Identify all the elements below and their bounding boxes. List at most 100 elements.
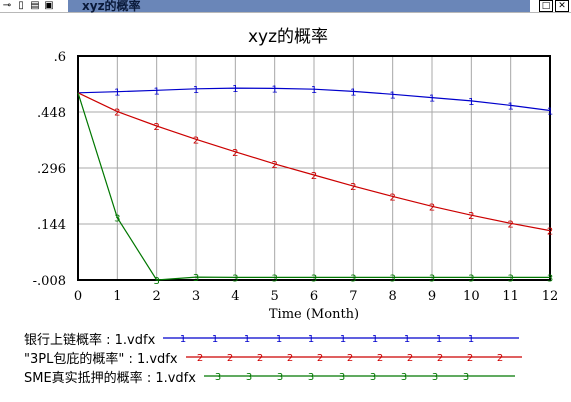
series-point-marker: 2	[232, 148, 238, 159]
close-button[interactable]: ✕	[555, 0, 569, 12]
series-point-marker: 3	[507, 273, 513, 284]
title-band: xyz的概率	[68, 0, 530, 13]
legend-marker: 1	[340, 334, 346, 345]
y-tick-label: .448	[37, 106, 66, 121]
legend-marker: 2	[256, 353, 262, 364]
series-point-marker: 3	[350, 273, 356, 284]
restore-button[interactable]: □	[539, 0, 553, 12]
x-axis-ticks: 0 1 2 3 4 5 6 7 8 9 10 11 12	[74, 289, 558, 304]
legend-marker: 3	[277, 372, 283, 383]
legend-marker: 2	[196, 353, 202, 364]
series-point-marker: 3	[271, 273, 277, 284]
legend-marker: 3	[432, 372, 438, 383]
chart-title: xyz的概率	[248, 27, 328, 47]
legend-marker: 1	[212, 334, 218, 345]
series-point-marker: 3	[429, 273, 435, 284]
lock-icon[interactable]: ▯	[18, 0, 24, 11]
legend-marker: 2	[226, 353, 232, 364]
pin-icon[interactable]: ⊸	[2, 0, 12, 11]
series-point-marker: 1	[271, 84, 277, 95]
legend-swatch: 1 1 1 1 1 1 1 1 1 1	[163, 334, 520, 345]
legend-marker: 3	[308, 372, 314, 383]
legend-item-sme: SME真实抵押的概率 : 1.vdfx 3 3 3 3 3 3 3 3 3	[24, 367, 524, 386]
legend-marker: 2	[496, 353, 502, 364]
series-point-marker: 3	[193, 273, 199, 284]
window-titlebar: ⊸ ▯ ▤ ▣ xyz的概率 □ ✕	[0, 0, 571, 13]
series-point-marker: 3	[114, 214, 120, 225]
legend-label: SME真实抵押的概率 : 1.vdfx	[24, 370, 196, 386]
series-point-marker: 1	[153, 86, 159, 97]
plot-frame	[77, 55, 551, 281]
legend-marker: 3	[370, 372, 376, 383]
series-point-marker: 2	[429, 202, 435, 213]
series: 1 1 1 1 1 1 1 1 1 1 1 1 2 2 2 2 2 2 2 2 2 2 2 2 3 3 3 3 3 3 3 3 3 3 3 3	[77, 84, 553, 287]
legend-marker: 2	[316, 353, 322, 364]
x-tick-label: 11	[502, 289, 519, 304]
series-point-marker: 2	[153, 122, 159, 133]
x-tick-label: 0	[74, 289, 82, 304]
series-point-marker: 1	[232, 84, 238, 95]
legend-marker: 2	[466, 353, 472, 364]
legend-swatch: 2 2 2 2 2 2 2 2 2 2 2	[185, 353, 522, 364]
series-point-marker: 2	[271, 160, 277, 171]
legend-marker: 1	[244, 334, 250, 345]
series-point-marker: 3	[389, 273, 395, 284]
window-buttons: □ ✕	[539, 0, 569, 12]
print-icon[interactable]: ▤	[30, 0, 40, 11]
series-point-marker: 2	[547, 227, 553, 238]
series-point-marker: 3	[311, 273, 317, 284]
x-tick-label: 5	[271, 289, 279, 304]
y-tick-label: .144	[37, 218, 66, 233]
series-point-marker: 3	[547, 273, 553, 284]
series-point-marker: 1	[350, 87, 356, 98]
series-point-marker: 2	[311, 171, 317, 182]
series-point-marker: 3	[232, 273, 238, 284]
series-point-marker: 2	[114, 108, 120, 119]
series-point-marker: 1	[311, 85, 317, 96]
bottom-strip	[0, 394, 571, 402]
chart: xyz的概率 .6.448.296.144-.008 0 1 2 3 4 5 6 7 8 9 10 1…	[33, 27, 559, 322]
legend-marker: 2	[346, 353, 352, 364]
series-point-marker: 3	[468, 273, 474, 284]
series-point-marker: 1	[507, 101, 513, 112]
legend-item-3pl: "3PL包庇的概率" : 1.vdfx 2 2 2 2 2 2 2 2 2 2 2	[24, 348, 536, 367]
legend-marker: 1	[308, 334, 314, 345]
x-tick-label: 10	[463, 289, 480, 304]
legend-item-bank: 银行上链概率 : 1.vdfx 1 1 1 1 1 1 1 1 1 1	[24, 329, 523, 348]
series-line	[77, 87, 551, 112]
toolbar-icons: ⊸ ▯ ▤ ▣	[1, 0, 55, 12]
legend-marker: 1	[180, 334, 186, 345]
x-axis-label: Time (Month)	[269, 307, 359, 322]
legend-marker: 2	[286, 353, 292, 364]
series-line	[77, 92, 550, 281]
series-point-marker: 1	[389, 90, 395, 101]
series-line	[77, 92, 551, 232]
series-point-marker: 2	[507, 219, 513, 230]
grid	[78, 56, 550, 280]
x-tick-label: 8	[389, 289, 397, 304]
series-point-marker: 1	[114, 88, 120, 99]
y-tick-label: .296	[37, 162, 66, 177]
series-point-marker: 2	[193, 135, 199, 146]
legend-marker: 1	[276, 334, 282, 345]
y-tick-label: .6	[54, 50, 66, 65]
x-tick-label: 12	[542, 289, 559, 304]
legend-marker: 3	[463, 372, 469, 383]
legend-marker: 3	[215, 372, 221, 383]
x-tick-label: 3	[192, 289, 200, 304]
legend-marker: 3	[401, 372, 407, 383]
x-tick-label: 2	[153, 289, 161, 304]
series-point-marker: 1	[429, 94, 435, 105]
legend-label: "3PL包庇的概率" : 1.vdfx	[24, 351, 178, 367]
series-point-marker: 3	[153, 276, 159, 287]
legend-marker: 3	[339, 372, 345, 383]
x-tick-label: 9	[428, 289, 436, 304]
legend-marker: 2	[376, 353, 382, 364]
series-point-marker: 2	[468, 211, 474, 222]
series-point-marker: 1	[193, 85, 199, 96]
legend-marker: 1	[468, 334, 474, 345]
save-icon[interactable]: ▣	[44, 0, 54, 11]
window-title: xyz的概率	[82, 0, 141, 13]
legend-label: 银行上链概率 : 1.vdfx	[24, 332, 156, 348]
series-point-marker: 1	[468, 97, 474, 108]
